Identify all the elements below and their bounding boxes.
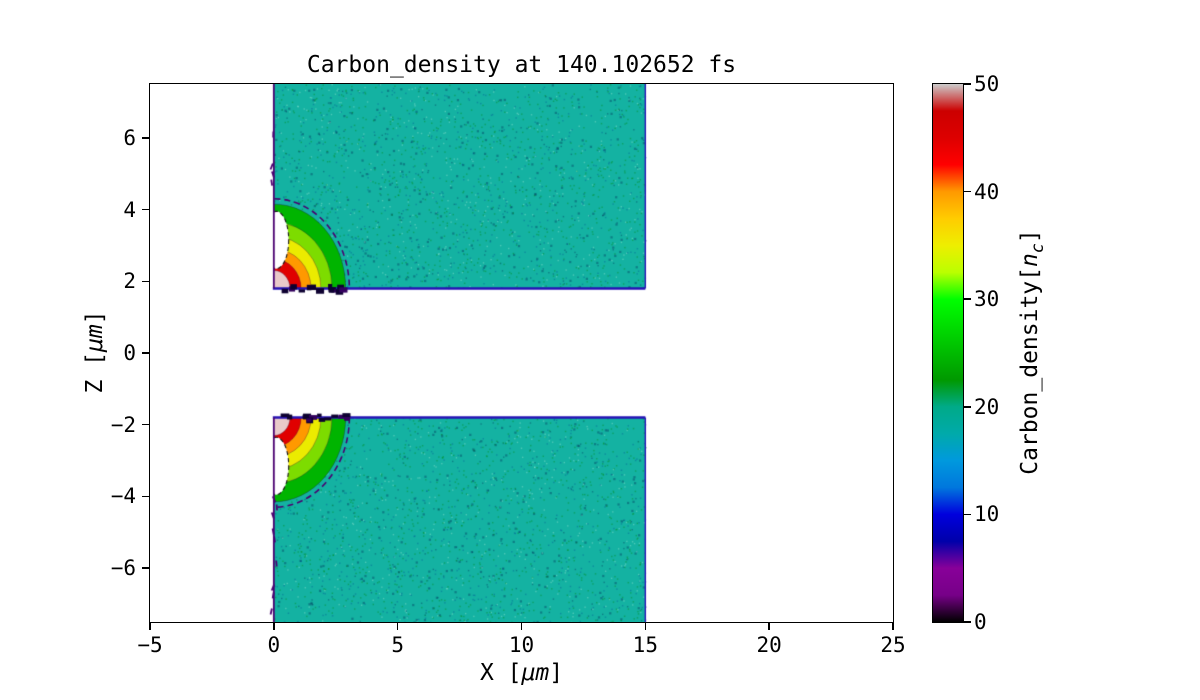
heatmap-canvas bbox=[150, 84, 893, 622]
y-tick-mark bbox=[142, 567, 149, 569]
x-tick-mark bbox=[520, 623, 523, 630]
colorbar-tick-label: 30 bbox=[974, 287, 1000, 312]
y-tick-label: −6 bbox=[110, 556, 136, 581]
y-tick-mark bbox=[142, 352, 149, 354]
y-tick-mark bbox=[142, 423, 149, 426]
colorbar-tick-label: 0 bbox=[974, 610, 987, 634]
y-tick-mark bbox=[142, 280, 149, 283]
y-tick-mark bbox=[142, 137, 149, 139]
y-tick-mark bbox=[142, 208, 149, 211]
x-tick-mark bbox=[892, 623, 894, 630]
y-tick-label: 2 bbox=[123, 269, 136, 294]
colorbar bbox=[932, 83, 964, 623]
y-tick-label: −4 bbox=[110, 484, 136, 509]
x-axis-label-prefix: X [ bbox=[479, 660, 522, 686]
y-axis-label-suffix: ] bbox=[82, 310, 108, 325]
colorbar-label-sub: c bbox=[1027, 243, 1047, 254]
chart-title: Carbon_density at 140.102652 fs bbox=[306, 52, 737, 78]
x-axis-label: X [μm] bbox=[150, 660, 893, 686]
x-tick-label: 25 bbox=[880, 633, 906, 657]
colorbar-tick-mark bbox=[964, 513, 971, 516]
x-tick-mark bbox=[644, 623, 647, 630]
colorbar-tick-label: 10 bbox=[974, 502, 1000, 527]
colorbar-tick-mark bbox=[964, 298, 971, 300]
y-tick-label: 4 bbox=[123, 197, 136, 222]
colorbar-label-close: ] bbox=[1017, 229, 1044, 244]
x-tick-mark bbox=[768, 623, 770, 630]
colorbar-tick-mark bbox=[964, 621, 971, 623]
colorbar-label: Carbon_density[nc] bbox=[1017, 229, 1047, 474]
x-tick-label: 20 bbox=[756, 633, 782, 657]
x-tick-label: 15 bbox=[632, 633, 658, 657]
colorbar-tick-label: 40 bbox=[974, 179, 1000, 204]
colorbar-tick-mark bbox=[964, 406, 971, 408]
plot-area bbox=[149, 83, 894, 623]
x-tick-mark bbox=[396, 623, 399, 630]
x-axis-label-suffix: ] bbox=[549, 660, 564, 686]
colorbar-tick-mark bbox=[964, 83, 971, 85]
x-tick-mark bbox=[273, 623, 275, 630]
x-tick-label: 0 bbox=[267, 633, 281, 657]
colorbar-gradient bbox=[933, 84, 963, 622]
colorbar-label-var: n bbox=[1017, 253, 1044, 267]
y-tick-label: 6 bbox=[123, 125, 136, 150]
y-tick-label: 0 bbox=[123, 341, 136, 365]
colorbar-tick-mark bbox=[964, 190, 971, 193]
x-tick-label: −5 bbox=[137, 633, 163, 657]
x-axis-unit: μm bbox=[521, 660, 550, 686]
colorbar-tick-label: 20 bbox=[974, 394, 1000, 419]
x-tick-label: 5 bbox=[391, 633, 404, 657]
x-tick-mark bbox=[149, 623, 151, 630]
y-tick-label: −2 bbox=[110, 412, 136, 437]
colorbar-tick-label: 50 bbox=[974, 72, 1000, 96]
y-tick-mark bbox=[142, 495, 149, 498]
x-tick-label: 10 bbox=[508, 633, 535, 657]
